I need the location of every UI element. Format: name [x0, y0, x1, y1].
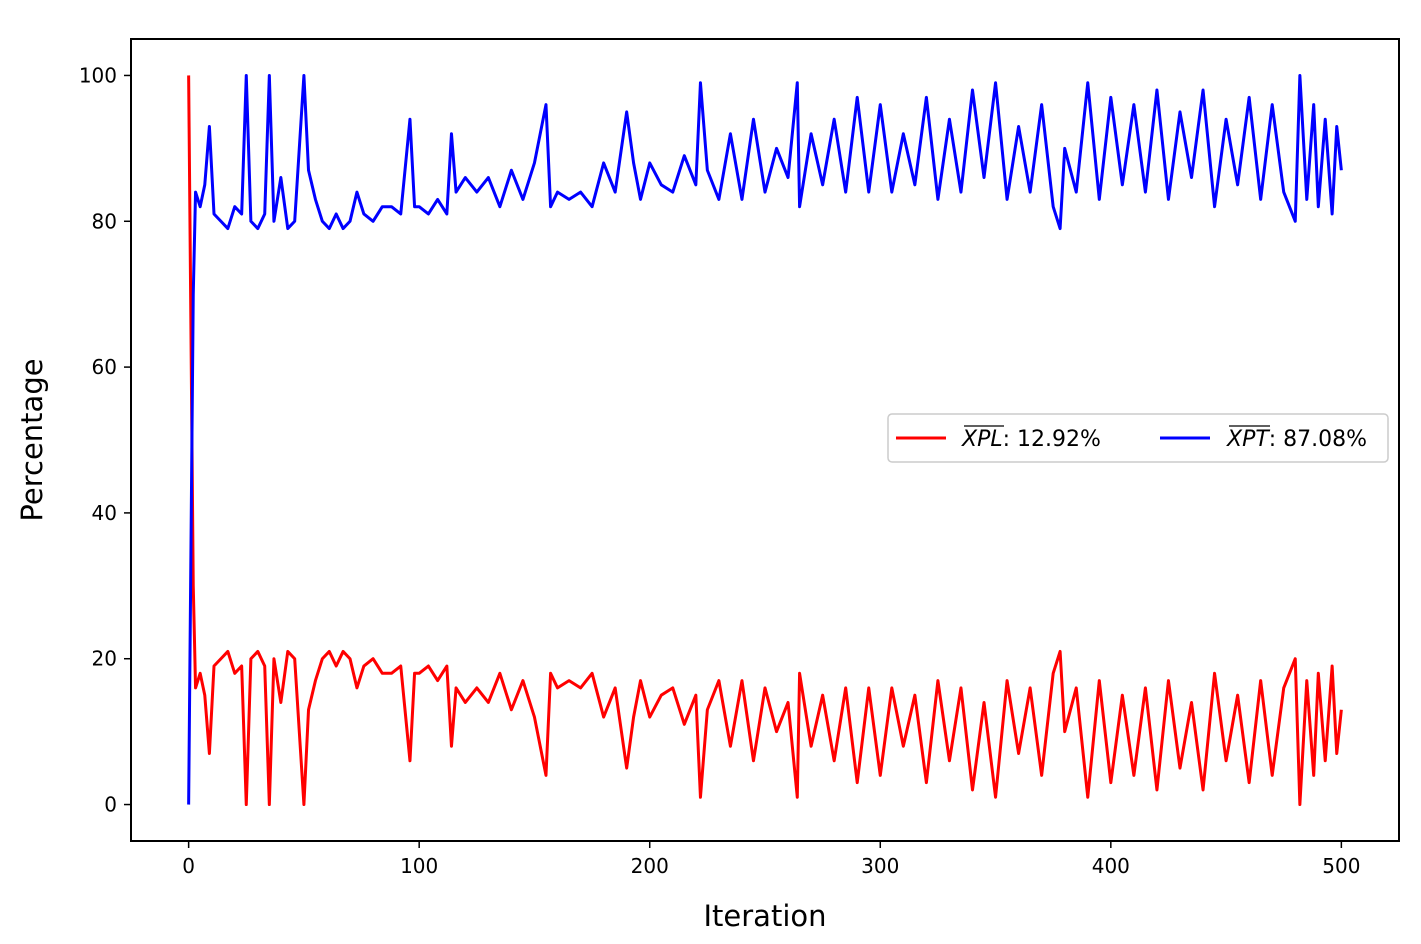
- y-tick-label: 0: [104, 793, 117, 817]
- series-layer: [187, 73, 1343, 807]
- y-tick-label: 60: [92, 355, 117, 379]
- legend-symbol-xpl: XPL: [961, 427, 1003, 452]
- x-tick-label: 0: [182, 854, 195, 878]
- legend: XPL: 12.92% XPT: 87.08%: [887, 413, 1389, 463]
- y-tick-label: 40: [92, 501, 117, 525]
- legend-symbol-xpt: XPT: [1226, 427, 1270, 452]
- legend-value-xpt: : 87.08%: [1269, 427, 1367, 452]
- x-axis-label: Iteration: [703, 899, 826, 933]
- y-axis: 0 20 40 60 80 100: [79, 63, 131, 817]
- legend-label-xpl: XPL: 12.92%: [961, 427, 1101, 452]
- series-line-xpt: [187, 73, 1343, 805]
- x-tick-label: 300: [861, 854, 899, 878]
- x-tick-label: 500: [1322, 854, 1360, 878]
- y-tick-label: 80: [92, 209, 117, 233]
- x-tick-label: 400: [1092, 854, 1130, 878]
- legend-label-xpt: XPT: 87.08%: [1226, 427, 1367, 452]
- x-tick-label: 200: [631, 854, 669, 878]
- y-axis-label: Percentage: [15, 358, 49, 521]
- plot-frame: [130, 38, 1400, 842]
- legend-value-xpl: : 12.92%: [1003, 427, 1101, 452]
- series-line-xpl: [187, 75, 1343, 807]
- y-tick-label: 100: [79, 63, 117, 87]
- y-tick-label: 20: [92, 647, 117, 671]
- x-axis: 0 100 200 300 400 500: [182, 841, 1360, 878]
- x-tick-label: 100: [400, 854, 438, 878]
